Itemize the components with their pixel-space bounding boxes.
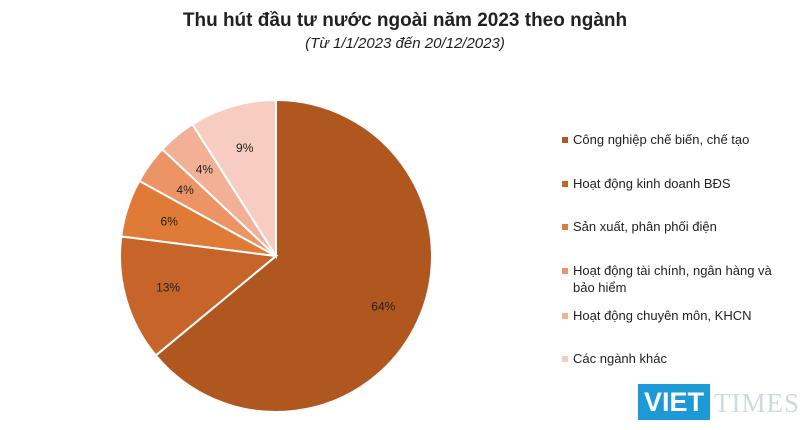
slice-data-label: 9% [236, 141, 254, 155]
legend-label: Hoạt động tài chính, ngân hàng và bảo hi… [573, 263, 772, 295]
pie-slice [154, 98, 433, 413]
legend-swatch [562, 137, 568, 143]
vietimes-logo: VIET TIMES [638, 384, 808, 420]
legend-swatch [562, 181, 568, 187]
legend-item: Hoạt động chuyên môn, KHCN [562, 307, 792, 324]
slice-data-label: 13% [156, 280, 180, 294]
legend-item: Hoạt động tài chính, ngân hàng và bảo hi… [562, 262, 792, 296]
legend-item: Các ngành khác [562, 350, 792, 367]
legend-swatch [562, 224, 568, 230]
slice-data-label: 64% [371, 300, 395, 314]
legend-label: Sản xuất, phân phối điện [573, 219, 717, 234]
legend-label: Công nghiệp chế biến, chế tạo [573, 132, 750, 147]
legend-swatch [562, 313, 568, 319]
logo-viet-text: VIET [638, 384, 711, 420]
legend-swatch [562, 356, 568, 362]
legend-label: Hoạt động kinh doanh BĐS [573, 176, 731, 191]
logo-times-text: TIMES [714, 388, 800, 418]
chart-title: Thu hút đầu tư nước ngoài năm 2023 theo … [182, 10, 628, 31]
slice-data-label: 6% [161, 214, 179, 228]
legend-item: Công nghiệp chế biến, chế tạo [562, 131, 792, 148]
legend-item: Hoạt động kinh doanh BĐS [562, 175, 792, 192]
legend-label: Các ngành khác [573, 351, 667, 366]
legend-item: Sản xuất, phân phối điện [562, 218, 792, 235]
slice-data-label: 4% [196, 163, 214, 177]
chart-subtitle: (Từ 1/1/2023 đến 20/12/2023) [305, 35, 505, 52]
legend-swatch [562, 268, 568, 274]
slice-data-label: 4% [176, 183, 194, 197]
pie-slice [191, 98, 277, 260]
pie-slice [119, 235, 279, 357]
legend-label: Hoạt động chuyên môn, KHCN [573, 308, 752, 323]
